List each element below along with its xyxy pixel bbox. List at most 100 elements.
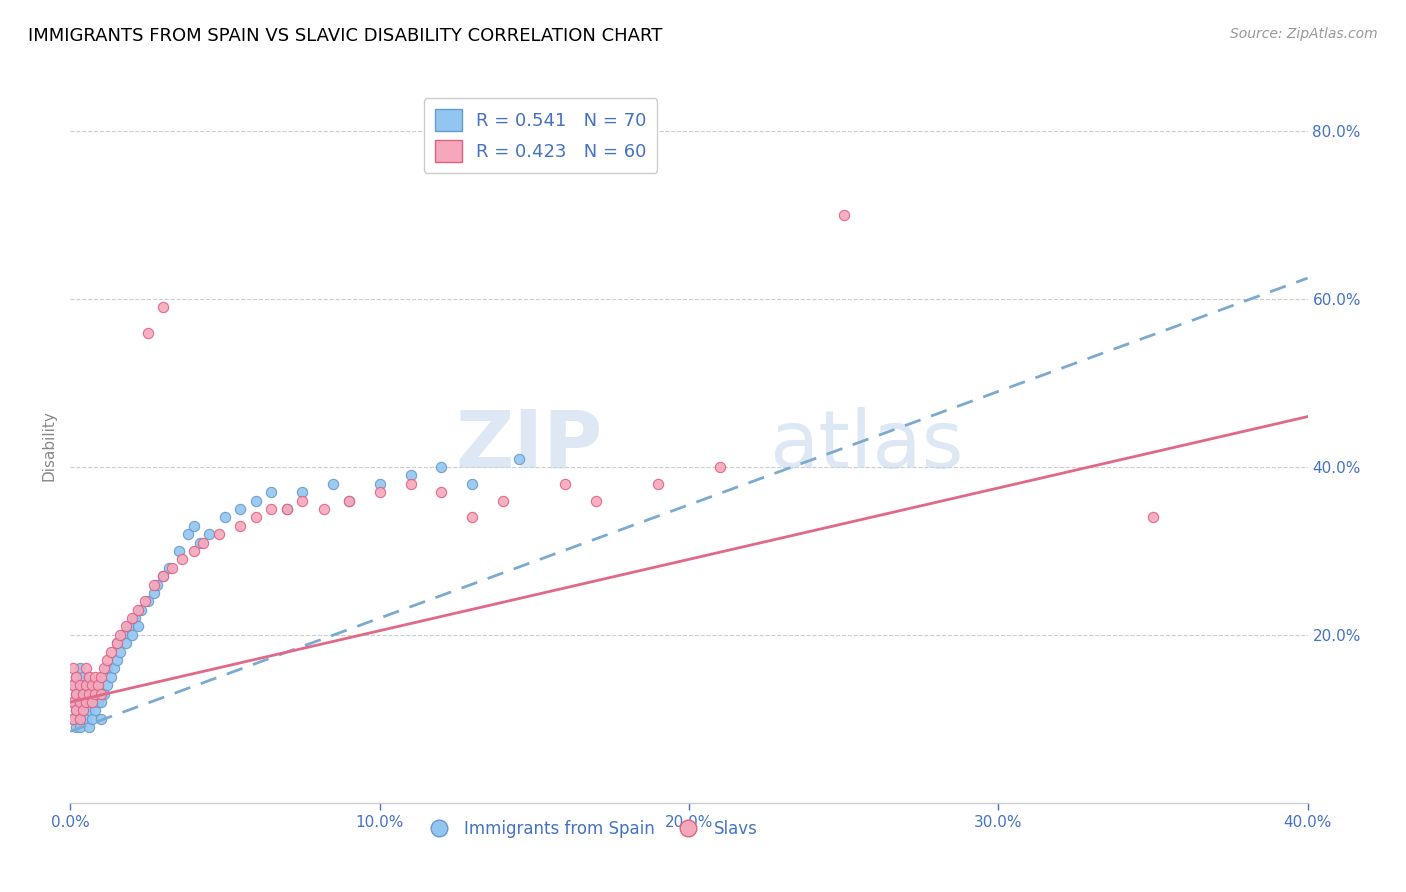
Point: [399, 476, 422, 491]
Point: [69, 661, 91, 675]
Point: [312, 502, 335, 516]
Point: [69, 678, 91, 692]
Point: [105, 653, 128, 667]
Point: [585, 493, 607, 508]
Point: [134, 594, 156, 608]
Point: [69, 712, 91, 726]
Point: [80, 678, 103, 692]
Point: [183, 518, 205, 533]
Point: [77, 670, 100, 684]
Point: [93, 661, 115, 675]
Point: [229, 518, 252, 533]
Point: [492, 493, 515, 508]
Point: [65, 687, 87, 701]
Point: [152, 569, 174, 583]
Point: [87, 695, 110, 709]
Point: [84, 687, 107, 701]
Point: [62, 695, 84, 709]
Point: [115, 636, 138, 650]
Point: [115, 619, 138, 633]
Point: [322, 476, 344, 491]
Text: atlas: atlas: [769, 407, 963, 485]
Point: [75, 695, 97, 709]
Point: [832, 208, 855, 222]
Point: [96, 653, 118, 667]
Point: [276, 502, 298, 516]
Point: [170, 552, 193, 566]
Point: [75, 712, 97, 726]
Point: [105, 636, 128, 650]
Point: [430, 485, 453, 500]
Point: [90, 670, 112, 684]
Point: [87, 678, 110, 692]
Point: [90, 695, 112, 709]
Point: [90, 712, 112, 726]
Point: [461, 510, 484, 524]
Point: [214, 510, 236, 524]
Point: [72, 703, 94, 717]
Point: [142, 577, 165, 591]
Point: [291, 493, 314, 508]
Point: [75, 678, 97, 692]
Point: [75, 661, 97, 675]
Point: [108, 645, 131, 659]
Point: [124, 611, 146, 625]
Point: [136, 326, 159, 340]
Point: [103, 661, 125, 675]
Point: [84, 670, 107, 684]
Point: [368, 485, 391, 500]
Point: [65, 720, 87, 734]
Point: [65, 703, 87, 717]
Legend: Immigrants from Spain, Slavs: Immigrants from Spain, Slavs: [416, 814, 763, 845]
Point: [118, 619, 141, 633]
Point: [75, 695, 97, 709]
Point: [72, 687, 94, 701]
Point: [90, 670, 112, 684]
Point: [131, 603, 153, 617]
Y-axis label: Disability: Disability: [41, 410, 56, 482]
Point: [245, 510, 267, 524]
Point: [162, 560, 184, 574]
Point: [77, 720, 100, 734]
Point: [65, 703, 87, 717]
Point: [69, 695, 91, 709]
Point: [136, 594, 159, 608]
Point: [430, 460, 453, 475]
Point: [62, 712, 84, 726]
Point: [167, 544, 190, 558]
Point: [72, 703, 94, 717]
Point: [368, 476, 391, 491]
Point: [508, 451, 530, 466]
Point: [245, 493, 267, 508]
Text: ZIP: ZIP: [456, 407, 602, 485]
Point: [461, 476, 484, 491]
Point: [77, 670, 100, 684]
Point: [65, 670, 87, 684]
Point: [65, 670, 87, 684]
Point: [152, 301, 174, 315]
Point: [62, 712, 84, 726]
Point: [152, 569, 174, 583]
Text: IMMIGRANTS FROM SPAIN VS SLAVIC DISABILITY CORRELATION CHART: IMMIGRANTS FROM SPAIN VS SLAVIC DISABILI…: [28, 27, 662, 45]
Point: [80, 695, 103, 709]
Point: [337, 493, 360, 508]
Point: [208, 527, 231, 541]
Point: [80, 678, 103, 692]
Point: [69, 712, 91, 726]
Point: [121, 611, 143, 625]
Point: [193, 535, 215, 549]
Point: [337, 493, 360, 508]
Point: [62, 695, 84, 709]
Point: [62, 678, 84, 692]
Point: [90, 687, 112, 701]
Point: [177, 527, 200, 541]
Point: [105, 636, 128, 650]
Point: [142, 586, 165, 600]
Point: [69, 695, 91, 709]
Point: [198, 527, 221, 541]
Point: [93, 687, 115, 701]
Point: [100, 670, 122, 684]
Point: [127, 603, 149, 617]
Point: [157, 560, 180, 574]
Point: [111, 628, 134, 642]
